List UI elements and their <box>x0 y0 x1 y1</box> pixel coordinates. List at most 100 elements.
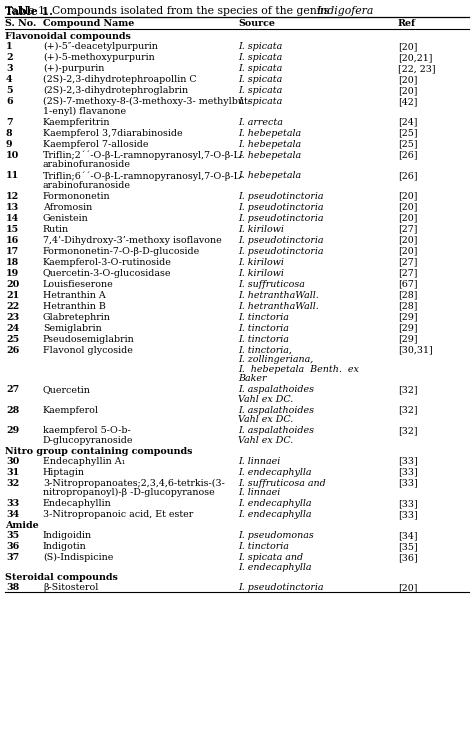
Text: [34]: [34] <box>398 531 418 540</box>
Text: 12: 12 <box>6 192 19 201</box>
Text: Semiglabrin: Semiglabrin <box>43 323 102 332</box>
Text: I. kirilowi: I. kirilowi <box>238 224 284 234</box>
Text: 38: 38 <box>6 584 19 592</box>
Text: I. tinctoria,: I. tinctoria, <box>238 345 292 354</box>
Text: [32]: [32] <box>398 426 418 435</box>
Text: Pseudosemiglabrin: Pseudosemiglabrin <box>43 334 135 343</box>
Text: 34: 34 <box>6 510 19 519</box>
Text: Formononetin: Formononetin <box>43 192 110 201</box>
Text: I. suffruticosa and: I. suffruticosa and <box>238 478 326 487</box>
Text: Steroidal compounds: Steroidal compounds <box>5 573 118 583</box>
Text: Louisfieserone: Louisfieserone <box>43 279 114 289</box>
Text: I. spicata: I. spicata <box>238 97 282 106</box>
Text: Rutin: Rutin <box>43 224 69 234</box>
Text: [20]: [20] <box>398 235 418 245</box>
Text: 1: 1 <box>6 42 13 51</box>
Text: I. hebepetala: I. hebepetala <box>238 140 301 148</box>
Text: I. aspalathoides: I. aspalathoides <box>238 426 314 435</box>
Text: 14: 14 <box>6 213 19 223</box>
Text: Table 1.: Table 1. <box>5 6 53 17</box>
Text: Kaempferol 7-alloside: Kaempferol 7-alloside <box>43 140 148 148</box>
Text: Baker: Baker <box>238 374 266 383</box>
Text: Nitro group containing compounds: Nitro group containing compounds <box>5 446 192 456</box>
Text: 18: 18 <box>6 257 19 267</box>
Text: 26: 26 <box>6 345 19 354</box>
Text: 10: 10 <box>6 151 19 159</box>
Text: [30,31]: [30,31] <box>398 345 433 354</box>
Text: [33]: [33] <box>398 467 418 476</box>
Text: Ref: Ref <box>398 19 416 28</box>
Text: [35]: [35] <box>398 542 418 551</box>
Text: 17: 17 <box>6 246 19 256</box>
Text: (2S)-2,3-dihydrotephroapollin C: (2S)-2,3-dihydrotephroapollin C <box>43 75 197 84</box>
Text: 22: 22 <box>6 301 19 310</box>
Text: I. pseudotinctoria: I. pseudotinctoria <box>238 192 323 201</box>
Text: I. hebepetala: I. hebepetala <box>238 129 301 137</box>
Text: [27]: [27] <box>398 268 418 278</box>
Text: Glabretephrin: Glabretephrin <box>43 312 111 321</box>
Text: I. arrecta: I. arrecta <box>238 118 283 126</box>
Text: [20]: [20] <box>398 246 418 256</box>
Text: 13: 13 <box>6 203 19 212</box>
Text: (+)-5″-deacetylpurpurin: (+)-5″-deacetylpurpurin <box>43 42 158 51</box>
Text: β-Sitosterol: β-Sitosterol <box>43 584 99 592</box>
Text: S. No.: S. No. <box>5 19 36 28</box>
Text: I. spicata and: I. spicata and <box>238 553 303 562</box>
Text: Compound Name: Compound Name <box>43 19 134 28</box>
Text: 19: 19 <box>6 268 19 278</box>
Text: I. endecaphylla: I. endecaphylla <box>238 467 311 476</box>
Text: I.  hebepetala  Benth.  ex: I. hebepetala Benth. ex <box>238 365 359 373</box>
Text: I. hebepetala: I. hebepetala <box>238 171 301 180</box>
Text: I. linnaei: I. linnaei <box>238 488 280 497</box>
Text: 32: 32 <box>6 478 19 487</box>
Text: I. zollingeriana,: I. zollingeriana, <box>238 355 313 364</box>
Text: 5: 5 <box>6 86 12 95</box>
Text: [20]: [20] <box>398 192 418 201</box>
Text: (+)-5-methoxypurpurin: (+)-5-methoxypurpurin <box>43 53 155 62</box>
Text: I. spicata: I. spicata <box>238 75 282 84</box>
Text: nitropropanoyl)-β -D-glucopyranose: nitropropanoyl)-β -D-glucopyranose <box>43 488 215 497</box>
Text: I. kirilowi: I. kirilowi <box>238 268 284 278</box>
Text: [20]: [20] <box>398 584 418 592</box>
Text: (2S)-7-methoxy-8-(3-methoxy-3- methylbut-: (2S)-7-methoxy-8-(3-methoxy-3- methylbut… <box>43 97 251 106</box>
Text: Genistein: Genistein <box>43 213 89 223</box>
Text: 9: 9 <box>6 140 12 148</box>
Text: 1-enyl) flavanone: 1-enyl) flavanone <box>43 107 126 115</box>
Text: Quercetin-3-O-glucosidase: Quercetin-3-O-glucosidase <box>43 268 172 278</box>
Text: 21: 21 <box>6 290 19 299</box>
Text: [25]: [25] <box>398 129 418 137</box>
Text: 33: 33 <box>6 499 19 508</box>
Text: [29]: [29] <box>398 312 418 321</box>
Text: [29]: [29] <box>398 334 418 343</box>
Text: 37: 37 <box>6 553 19 562</box>
Text: 29: 29 <box>6 426 19 435</box>
Text: Kaempferol 3,7diarabinoside: Kaempferol 3,7diarabinoside <box>43 129 182 137</box>
Text: 36: 36 <box>6 542 19 551</box>
Text: I. suffruticosa: I. suffruticosa <box>238 279 305 289</box>
Text: 27: 27 <box>6 385 19 394</box>
Text: Quercetin: Quercetin <box>43 385 91 394</box>
Text: [32]: [32] <box>398 385 418 394</box>
Text: [33]: [33] <box>398 456 418 465</box>
Text: Formononetin-7-O-β-D-glucoside: Formononetin-7-O-β-D-glucoside <box>43 246 200 256</box>
Text: [25]: [25] <box>398 140 418 148</box>
Text: 2: 2 <box>6 53 13 62</box>
Text: Hiptagin: Hiptagin <box>43 467 85 476</box>
Text: D-glucopyranoside: D-glucopyranoside <box>43 436 134 445</box>
Text: Endecaphyllin: Endecaphyllin <box>43 499 112 508</box>
Text: Flavonoidal compounds: Flavonoidal compounds <box>5 32 131 41</box>
Text: [20]: [20] <box>398 75 418 84</box>
Text: 31: 31 <box>6 467 19 476</box>
Text: 11: 11 <box>6 171 19 180</box>
Text: 3: 3 <box>6 64 13 73</box>
Text: [26]: [26] <box>398 171 418 180</box>
Text: I. tinctoria: I. tinctoria <box>238 334 289 343</box>
Text: 15: 15 <box>6 224 19 234</box>
Text: kaempferol 5-O-b-: kaempferol 5-O-b- <box>43 426 131 435</box>
Text: 16: 16 <box>6 235 19 245</box>
Text: (+)-purpurin: (+)-purpurin <box>43 64 104 73</box>
Text: [33]: [33] <box>398 510 418 519</box>
Text: [20]: [20] <box>398 203 418 212</box>
Text: Triflin;6´´-O-β-L-ramnopyranosyl,7-O-β-L-: Triflin;6´´-O-β-L-ramnopyranosyl,7-O-β-L… <box>43 171 244 181</box>
Text: arabinofuranoside: arabinofuranoside <box>43 181 131 190</box>
